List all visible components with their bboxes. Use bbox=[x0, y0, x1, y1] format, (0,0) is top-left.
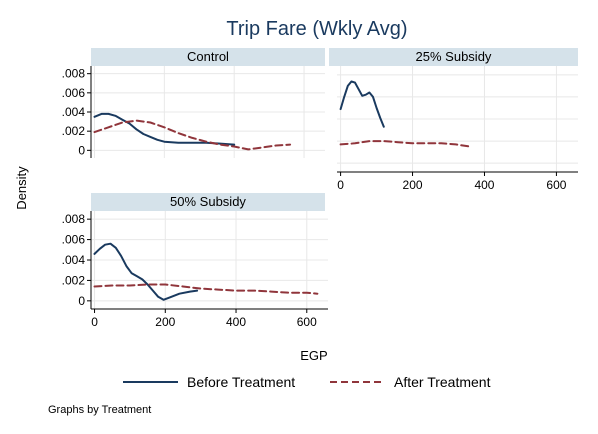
grid-50-subsidy bbox=[91, 211, 328, 309]
panel-50-subsidy: 50% Subsidy 0 .002 .004 .006 .008 0 200 400 600 bbox=[62, 193, 328, 329]
strip-control bbox=[91, 48, 325, 66]
series-after-control bbox=[93, 119, 292, 151]
legend-item-before: Before Treatment bbox=[123, 374, 295, 390]
x-tick-label: 600 bbox=[297, 315, 317, 329]
series-before-50-subsidy bbox=[93, 242, 199, 301]
panel-25-subsidy: 25% Subsidy 0 200 400 600 bbox=[329, 48, 578, 192]
y-tick-label: 0 bbox=[78, 294, 85, 308]
strip-label-50-subsidy: 50% Subsidy bbox=[170, 194, 246, 209]
x-tick-label: 400 bbox=[474, 178, 494, 192]
legend-label-after: After Treatment bbox=[394, 374, 491, 390]
x-tick-label: 600 bbox=[546, 178, 566, 192]
chart-title: Trip Fare (Wkly Avg) bbox=[226, 18, 407, 40]
x-tick-label: 0 bbox=[337, 178, 344, 192]
series-before-25-subsidy bbox=[339, 80, 385, 128]
x-tick-label: 400 bbox=[226, 315, 246, 329]
grid-25-subsidy bbox=[337, 66, 578, 172]
y-tick-label: 0 bbox=[78, 143, 85, 157]
strip-label-25-subsidy: 25% Subsidy bbox=[416, 49, 492, 64]
x-tick-label: 200 bbox=[155, 315, 175, 329]
grid-control bbox=[91, 66, 325, 158]
legend: Before Treatment After Treatment bbox=[123, 374, 491, 390]
y-tick-label: .008 bbox=[62, 67, 86, 81]
panel-control: Control 0 .002 .004 .006 .008 bbox=[62, 48, 325, 158]
y-tick-label: .004 bbox=[62, 253, 86, 267]
strip-50-subsidy bbox=[91, 193, 325, 211]
legend-label-before: Before Treatment bbox=[187, 374, 295, 390]
y-axis-title: Density bbox=[14, 166, 29, 210]
graph-note: Graphs by Treatment bbox=[48, 404, 151, 416]
y-tick-label: .006 bbox=[62, 86, 86, 100]
y-tick-label: .002 bbox=[62, 124, 86, 138]
x-axis-title: EGP bbox=[300, 348, 327, 363]
x-axis-25-subsidy: 0 200 400 600 bbox=[337, 171, 578, 192]
x-tick-label: 0 bbox=[91, 315, 98, 329]
series-after-50-subsidy bbox=[93, 283, 319, 295]
y-tick-label: .002 bbox=[62, 273, 86, 287]
y-axis-50-subsidy: 0 .002 .004 .006 .008 bbox=[62, 211, 92, 309]
panels: Control 0 .002 .004 .006 .008 25% Subsidy 0 200 4… bbox=[62, 48, 578, 329]
legend-item-after: After Treatment bbox=[330, 374, 491, 390]
y-tick-label: .006 bbox=[62, 233, 86, 247]
y-axis-control: 0 .002 .004 .006 .008 bbox=[62, 66, 92, 158]
series-before-control bbox=[93, 112, 236, 146]
y-tick-label: .004 bbox=[62, 105, 86, 119]
strip-label-control: Control bbox=[187, 49, 229, 64]
strip-25-subsidy bbox=[329, 48, 578, 66]
x-axis-50-subsidy: 0 200 400 600 bbox=[91, 308, 328, 329]
series-after-25-subsidy bbox=[339, 140, 472, 148]
y-tick-label: .008 bbox=[62, 212, 86, 226]
x-tick-label: 200 bbox=[403, 178, 423, 192]
